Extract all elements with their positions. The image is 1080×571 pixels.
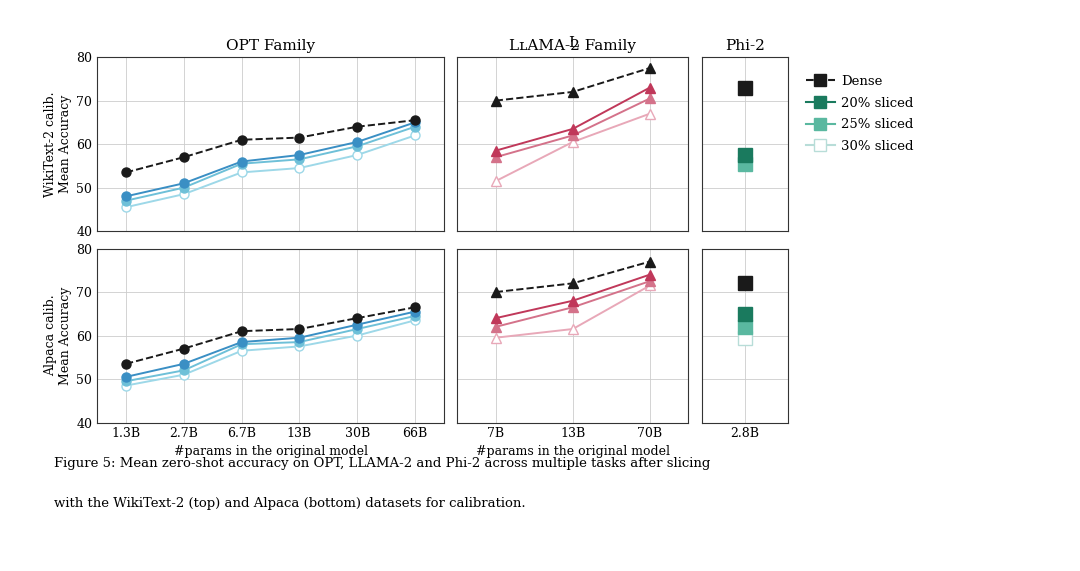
Y-axis label: WikiText-2 calib.
Mean Accuracy: WikiText-2 calib. Mean Accuracy <box>44 91 72 197</box>
Legend: Dense, 20% sliced, 25% sliced, 30% sliced: Dense, 20% sliced, 25% sliced, 30% slice… <box>806 75 914 153</box>
Text: with the WikiText-2 (top) and Alpaca (bottom) datasets for calibration.: with the WikiText-2 (top) and Alpaca (bo… <box>54 497 526 510</box>
X-axis label: #params in the original model: #params in the original model <box>174 445 367 457</box>
Text: Figure 5: Mean zero-shot accuracy on OPT, LLAMA-2 and Phi-2 across multiple task: Figure 5: Mean zero-shot accuracy on OPT… <box>54 457 711 470</box>
Y-axis label: Alpaca calib.
Mean Accuracy: Alpaca calib. Mean Accuracy <box>44 286 72 385</box>
Title: OPT Family: OPT Family <box>226 39 315 53</box>
Title: Phi-2: Phi-2 <box>725 39 765 53</box>
Text: L: L <box>568 36 578 50</box>
X-axis label: #params in the original model: #params in the original model <box>476 445 670 457</box>
Title: LʟAMA-2 Family: LʟAMA-2 Family <box>510 39 636 53</box>
